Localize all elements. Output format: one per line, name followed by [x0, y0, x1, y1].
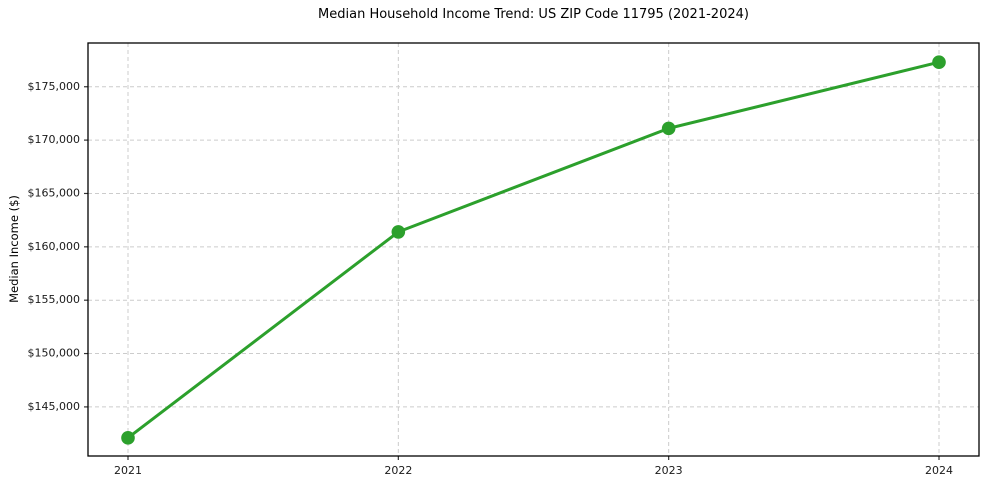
y-tick-label: $150,000: [28, 347, 81, 360]
x-tick-label: 2021: [114, 464, 142, 477]
data-point-marker: [391, 225, 406, 239]
y-tick-label: $160,000: [28, 240, 81, 253]
y-tick-label: $145,000: [28, 400, 81, 413]
series-line: [126, 60, 941, 440]
plot-border: [87, 42, 980, 457]
data-point-marker: [121, 431, 135, 445]
y-tick-label: $155,000: [28, 293, 81, 306]
x-tick-label: 2022: [384, 464, 412, 477]
y-tick-label: $170,000: [28, 133, 81, 146]
x-tick-label: 2023: [655, 464, 683, 477]
chart-title: Median Household Income Trend: US ZIP Co…: [318, 7, 749, 22]
y-tick-label: $165,000: [28, 186, 81, 199]
axis-ticks: [84, 86, 940, 460]
data-point-marker: [932, 55, 946, 70]
x-tick-label: 2024: [925, 464, 953, 477]
y-tick-label: $175,000: [28, 80, 81, 93]
gridlines: [88, 43, 979, 456]
data-point-marker: [661, 121, 676, 136]
